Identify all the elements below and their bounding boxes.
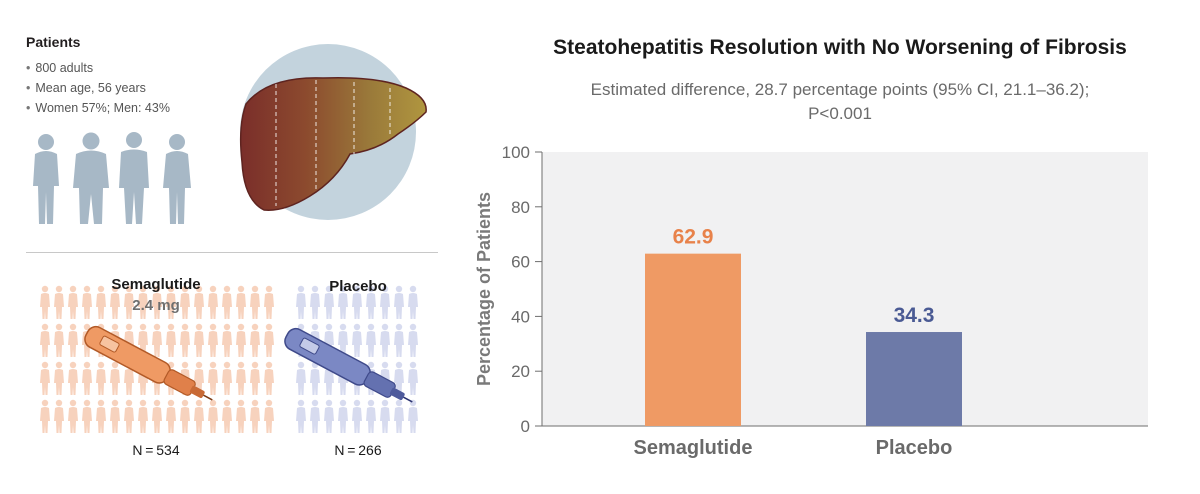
- patients-item-age: Mean age, 56 years: [26, 78, 226, 98]
- people-silhouettes-icon: [33, 132, 191, 224]
- y-tick-label: 40: [511, 307, 530, 326]
- y-tick-label: 20: [511, 362, 530, 381]
- bar: [866, 332, 962, 426]
- liver-icon: [239, 44, 427, 220]
- semaglutide-arm-label: Semaglutide: [111, 276, 201, 293]
- chart-subtitle-line1: Estimated difference, 28.7 percentage po…: [590, 80, 1090, 99]
- x-tick-label: Semaglutide: [634, 437, 753, 459]
- semaglutide-n-label: N = 534: [132, 442, 180, 458]
- y-tick-label: 100: [502, 143, 530, 162]
- patients-block: Patients 800 adults Mean age, 56 years W…: [26, 34, 226, 118]
- bar-chart: 0 20 40 60 80 100 Percentage of Patients 62.9 Se…: [474, 143, 1148, 459]
- injection-pen-icon: [84, 325, 213, 401]
- chart-title: Steatohepatitis Resolution with No Worse…: [553, 36, 1127, 59]
- patients-list: 800 adults Mean age, 56 years Women 57%;…: [26, 58, 226, 118]
- data-label: 34.3: [894, 304, 935, 327]
- patients-title: Patients: [26, 34, 81, 50]
- placebo-arm-label: Placebo: [329, 278, 387, 295]
- chart-subtitle-line2: P<0.001: [808, 104, 872, 123]
- y-tick-label: 0: [521, 417, 530, 436]
- chart-subtitle: Estimated difference, 28.7 percentage po…: [515, 78, 1165, 126]
- plot-area: [542, 152, 1148, 426]
- injection-pen-icon: [284, 327, 413, 403]
- section-divider: [26, 252, 438, 253]
- patients-item-count: 800 adults: [26, 58, 226, 78]
- y-tick-label: 60: [511, 253, 530, 272]
- y-axis-label: Percentage of Patients: [474, 192, 494, 386]
- bar: [645, 253, 741, 426]
- y-tick-label: 80: [511, 198, 530, 217]
- patients-item-sex: Women 57%; Men: 43%: [26, 98, 226, 118]
- semaglutide-dose-label: 2.4 mg: [132, 297, 180, 314]
- placebo-n-label: N = 266: [334, 442, 382, 458]
- x-tick-label: Placebo: [876, 437, 953, 459]
- data-label: 62.9: [673, 226, 714, 249]
